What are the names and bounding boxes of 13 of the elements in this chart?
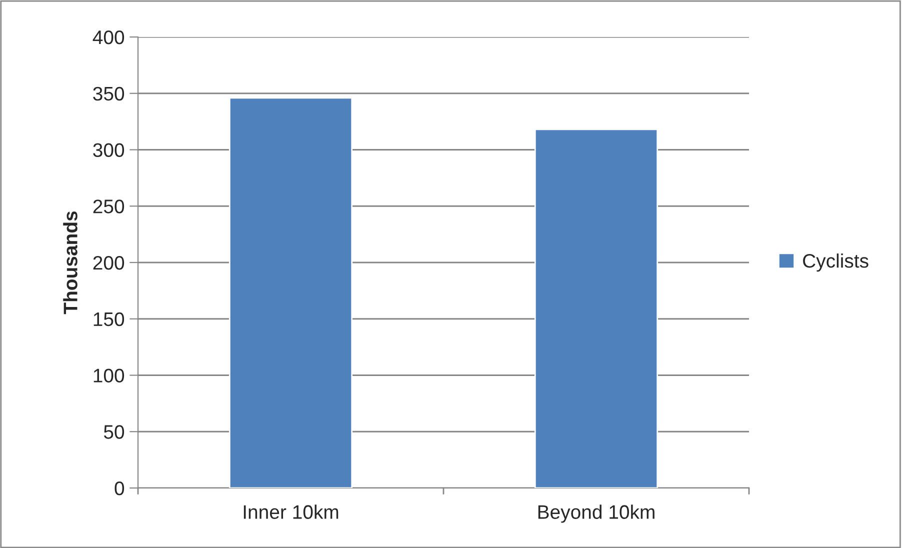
y-tick-label: 350: [93, 86, 124, 101]
y-axis-title: Thousands: [63, 211, 78, 314]
y-tick-label: 250: [93, 200, 124, 214]
y-tick-label: 100: [94, 368, 124, 382]
x-tick-label: Beyond 10km: [538, 504, 654, 523]
legend-label: Cyclists: [803, 253, 868, 272]
y-tick-label: 150: [94, 312, 124, 326]
x-tick-label: Inner 10km: [244, 504, 338, 519]
y-tick-label: 0: [114, 481, 124, 496]
y-tick-label: 400: [92, 30, 124, 44]
y-tick-label: 300: [93, 143, 124, 157]
y-tick-label: 50: [104, 425, 124, 439]
y-tick-label: 200: [93, 256, 124, 270]
